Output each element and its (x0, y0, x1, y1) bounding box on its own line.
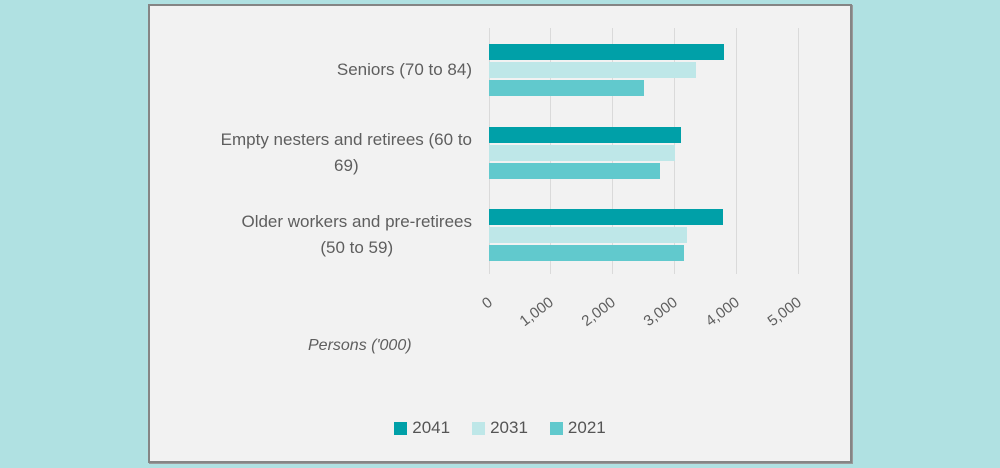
bar-2031-group1[interactable] (489, 62, 697, 78)
legend-label: 2021 (567, 418, 606, 437)
bar-2021-group3[interactable] (489, 245, 684, 261)
category-label: Older workers and pre-retirees (50 to 59) (160, 209, 472, 261)
legend-label: 2041 (412, 418, 451, 437)
category-label-text: Empty nesters and retirees (60 to 69) (220, 130, 472, 175)
gridline (797, 28, 799, 274)
category-label: Seniors (70 to 84) (160, 44, 472, 96)
bar-2031-group3[interactable] (489, 227, 688, 243)
category-label: Empty nesters and retirees (60 to 69) (160, 127, 472, 179)
legend-item-2041[interactable]: 2041 (394, 419, 450, 437)
legend-swatch-icon (394, 421, 408, 435)
bar-2021-group2[interactable] (489, 163, 660, 179)
gridline (735, 28, 737, 274)
legend-swatch-icon (472, 421, 486, 435)
bar-2031-group2[interactable] (489, 145, 676, 161)
legend-swatch-icon (549, 421, 563, 435)
chart-legend: 2041 2031 2021 (148, 418, 852, 438)
legend-item-2031[interactable]: 2031 (472, 419, 528, 437)
legend-item-2021[interactable]: 2021 (549, 418, 606, 437)
bar-2041-group2[interactable] (489, 127, 681, 143)
bar-2041-group1[interactable] (489, 44, 724, 60)
category-label-text: Seniors (70 to 84) (336, 60, 472, 79)
bar-2021-group1[interactable] (489, 80, 644, 96)
category-label-text: Older workers and pre-retirees (50 to 59) (241, 212, 472, 257)
bar-2041-group3[interactable] (489, 209, 723, 225)
legend-label: 2031 (490, 418, 528, 437)
x-axis-title: Persons ('000) (308, 337, 412, 354)
